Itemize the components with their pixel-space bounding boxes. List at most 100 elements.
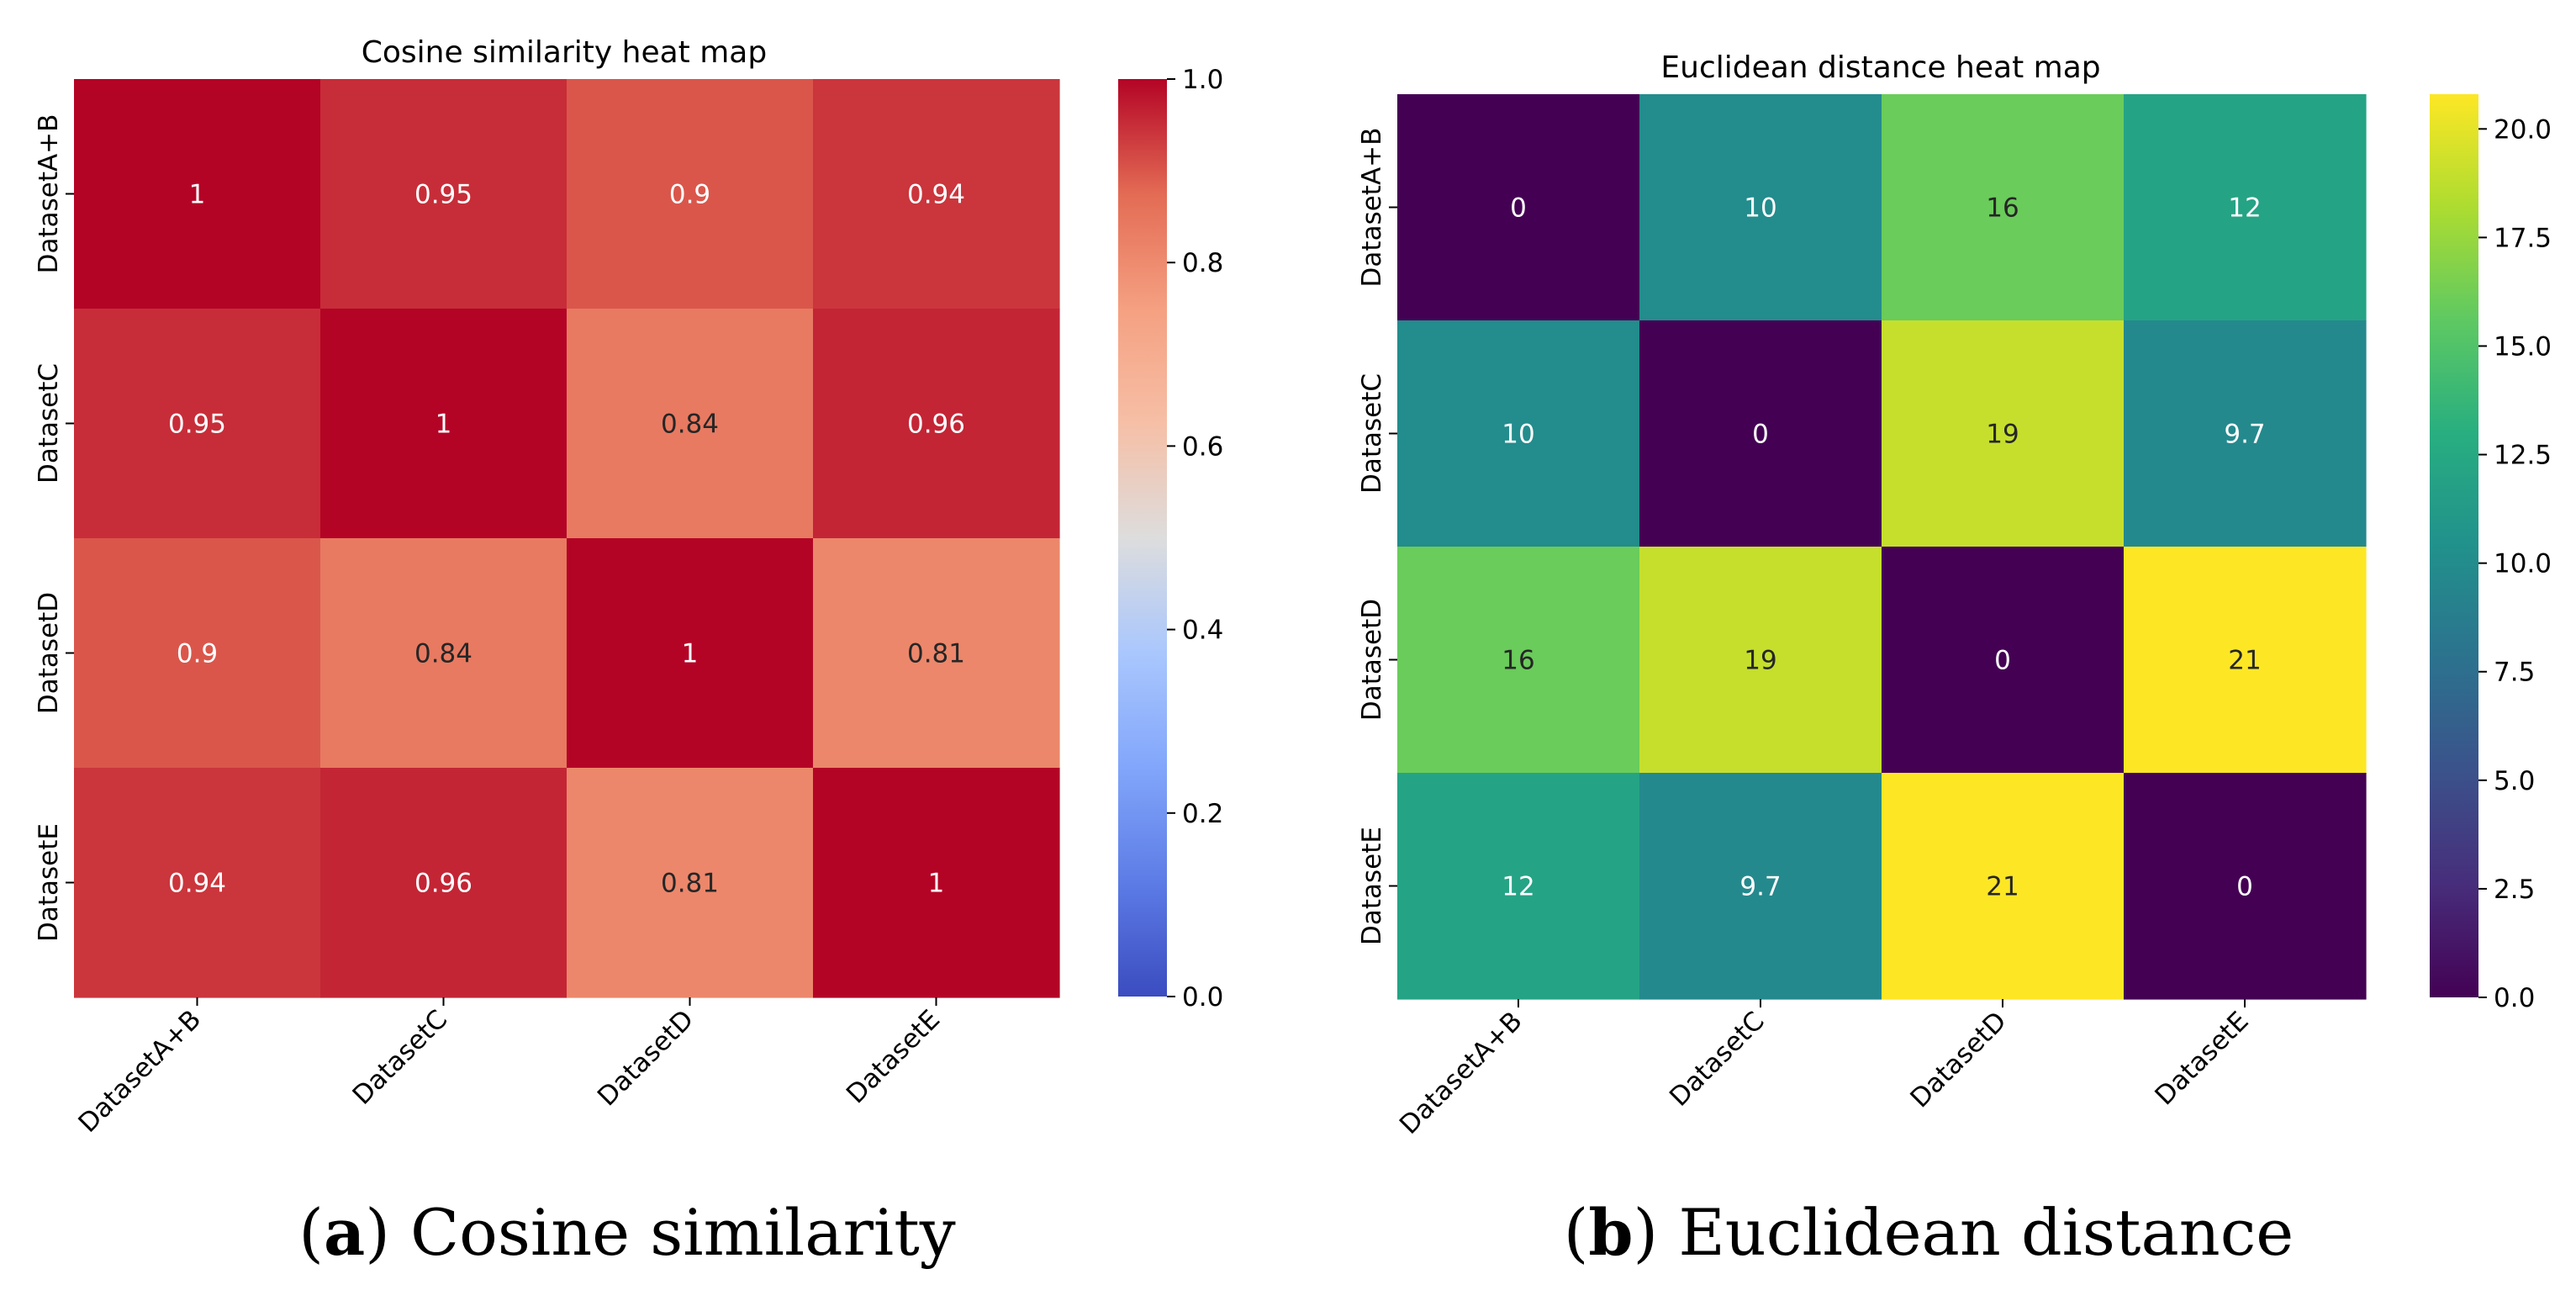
cell-label: 10 — [1502, 420, 1534, 450]
heatmap-cell — [74, 309, 321, 539]
heatmap-cell — [1882, 320, 2125, 547]
heatmap-cell — [567, 79, 814, 309]
cell-label: 0.95 — [414, 180, 472, 210]
heatmap-cell — [2124, 773, 2367, 1000]
heatmap-cell — [1882, 547, 2125, 774]
cell-label: 0.84 — [661, 410, 719, 440]
caption-b-label: b — [1588, 1195, 1633, 1270]
colorbar-ticks: 0.0 2.5 5.0 7.5 10.0 12.5 15.0 17.5 20.0 — [2478, 114, 2552, 1013]
heatmap-cell — [1397, 94, 1640, 321]
colorbar-tick-label: 12.5 — [2494, 441, 2552, 471]
heatmap-cell — [1639, 94, 1882, 321]
cell-label: 0 — [1510, 193, 1527, 224]
colorbar-tick-label: 20.0 — [2494, 114, 2552, 145]
caption-a: (a) Cosine similarity — [298, 1195, 955, 1270]
heatmap-cell — [813, 768, 1060, 998]
colorbar-tick-label: 0.0 — [2494, 983, 2535, 1013]
caption-b-text: Euclidean distance — [1678, 1195, 2294, 1270]
euclidean-distance-heatmap: Euclidean distance heat map 0 10 16 12 10 0 19… — [1357, 50, 2552, 1140]
heatmap-cell — [74, 538, 321, 769]
caption-b: (b) Euclidean distance — [1564, 1195, 2294, 1270]
x-tick-label: DatasetC — [347, 1004, 454, 1111]
heatmap-cell — [1397, 320, 1640, 547]
cell-label: 0.96 — [907, 410, 965, 440]
heatmap-cell — [2124, 547, 2367, 774]
cell-label: 0.96 — [414, 869, 472, 899]
colorbar: 0.0 2.5 5.0 7.5 10.0 12.5 15.0 17.5 20.0 — [2430, 94, 2552, 1013]
cell-label: 0 — [2236, 872, 2253, 902]
x-axis: DatasetA+B DatasetC DatasetD DatasetE — [72, 997, 946, 1139]
heatmap-cell — [74, 79, 321, 309]
heatmap-cell — [1397, 547, 1640, 774]
colorbar-ticks: 0.0 0.2 0.4 0.6 0.8 1.0 — [1167, 65, 1223, 1013]
colorbar-tick-label: 0.2 — [1182, 799, 1223, 829]
y-axis: DatasetA+B DatasetC DatasetD DatasetE — [1357, 128, 1397, 945]
heatmap-cells: 0 10 16 12 10 0 19 9.7 16 19 0 21 12 9.7 21 0 — [1397, 94, 2367, 1000]
heatmap-cell — [1639, 320, 1882, 547]
colorbar-tick-label: 2.5 — [2494, 875, 2535, 905]
colorbar-tick-label: 15.0 — [2494, 331, 2552, 362]
y-tick-label: DatasetA+B — [34, 114, 64, 274]
colorbar-tick-label: 0.4 — [1182, 616, 1223, 646]
heatmap-cell — [567, 538, 814, 769]
cell-label: 19 — [1744, 646, 1776, 676]
colorbar: 0.0 0.2 0.4 0.6 0.8 1.0 — [1118, 65, 1223, 1013]
y-tick-label: DatasetD — [34, 592, 64, 714]
cell-label: 0.9 — [177, 639, 218, 669]
cell-label: 1 — [682, 639, 699, 669]
cell-label: 1 — [435, 410, 452, 440]
cell-label: 10 — [1744, 193, 1776, 224]
colorbar-gradient — [2430, 94, 2478, 997]
heatmap-cell — [320, 538, 567, 769]
cell-label: 1 — [189, 180, 206, 210]
cell-label: 1 — [928, 869, 945, 899]
colorbar-tick-label: 7.5 — [2494, 658, 2535, 688]
cell-label: 19 — [1986, 420, 2019, 450]
heatmap-cell — [320, 768, 567, 998]
cell-label: 0.81 — [661, 869, 719, 899]
cell-label: 0.84 — [414, 639, 472, 669]
heatmap-cell — [2124, 320, 2367, 547]
colorbar-tick-label: 0.0 — [1182, 982, 1223, 1013]
x-tick-label: DatasetA+B — [72, 1004, 207, 1139]
heatmap-cell — [1639, 773, 1882, 1000]
caption-a-label: a — [324, 1195, 365, 1270]
x-tick-label: DatasetE — [2150, 1006, 2255, 1111]
x-tick-label: DatasetC — [1664, 1006, 1771, 1113]
cell-label: 16 — [1502, 646, 1534, 676]
chart-title: Cosine similarity heat map — [362, 35, 767, 70]
x-tick-label: DatasetD — [592, 1004, 699, 1112]
x-tick-label: DatasetD — [1904, 1006, 2012, 1113]
cell-label: 0 — [1752, 420, 1769, 450]
x-tick-label: DatasetA+B — [1394, 1006, 1528, 1140]
cell-label: 12 — [2228, 193, 2261, 224]
colorbar-tick-label: 17.5 — [2494, 223, 2552, 253]
heatmap-cell — [813, 79, 1060, 309]
y-tick-label: DatasetC — [34, 363, 64, 484]
colorbar-tick-label: 1.0 — [1182, 65, 1223, 95]
colorbar-tick-label: 0.6 — [1182, 431, 1223, 462]
colorbar-tick-label: 0.8 — [1182, 248, 1223, 278]
cell-label: 9.7 — [2224, 420, 2265, 450]
heatmap-cell — [567, 309, 814, 539]
cell-label: 0.94 — [907, 180, 965, 210]
heatmap-cell — [1397, 773, 1640, 1000]
y-tick-label: DatasetE — [1357, 827, 1387, 945]
heatmap-cell — [74, 768, 321, 998]
cosine-similarity-heatmap: Cosine similarity heat map 1 0.95 0.9 0.94 0… — [34, 35, 1223, 1139]
colorbar-tick-label: 10.0 — [2494, 549, 2552, 579]
cell-label: 0.9 — [669, 180, 710, 210]
y-tick-label: DatasetD — [1357, 599, 1387, 721]
cell-label: 16 — [1986, 193, 2019, 224]
heatmap-cell — [1882, 773, 2125, 1000]
cell-label: 21 — [1986, 872, 2019, 902]
y-axis: DatasetA+B DatasetC DatasetD DatasetE — [34, 114, 74, 942]
cell-label: 0.81 — [907, 639, 965, 669]
caption-a-text: Cosine similarity — [410, 1195, 956, 1270]
heatmap-cell — [813, 538, 1060, 769]
chart-title: Euclidean distance heat map — [1660, 50, 2100, 85]
heatmap-cell — [813, 309, 1060, 539]
cell-label: 12 — [1502, 872, 1534, 902]
